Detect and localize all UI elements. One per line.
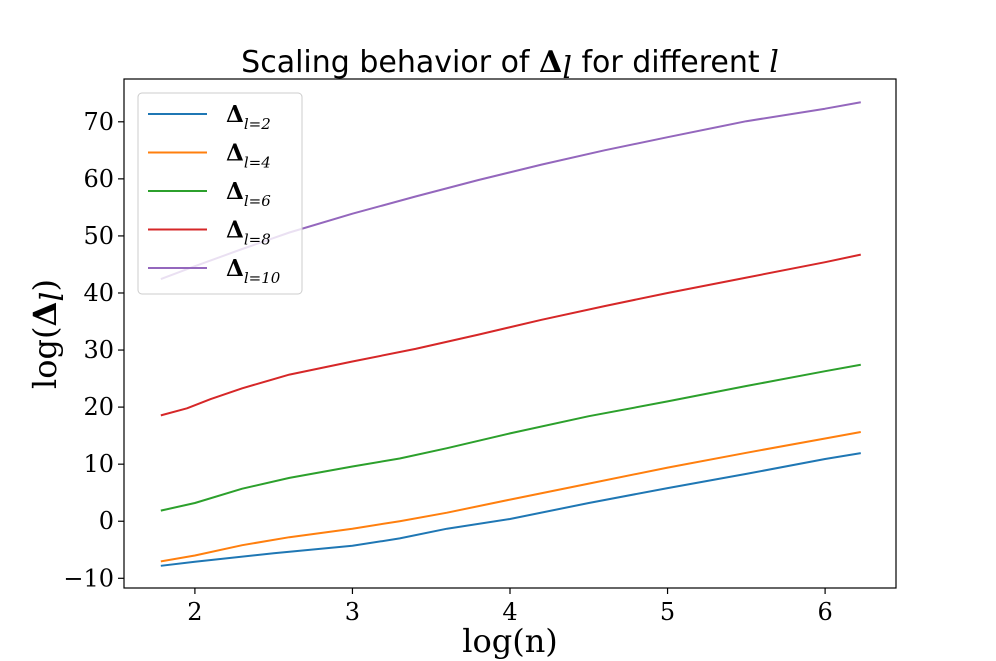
x-tick-label: 4	[502, 598, 517, 626]
legend-subscript: l=4	[244, 154, 271, 172]
legend-frame	[137, 92, 303, 295]
series-line-l-4	[160, 431, 861, 563]
legend-label: Δl=8	[226, 217, 271, 249]
y-label-prefix: log(	[26, 327, 64, 389]
title-symbol: Δ	[539, 45, 562, 80]
y-tick-label: 10	[83, 450, 114, 478]
y-label-symbol-sub: l	[33, 291, 71, 301]
title-prefix: Scaling behavior of	[241, 45, 539, 80]
legend-symbol: Δ	[226, 178, 244, 205]
y-axis: −10 0 10 20 30 40 50 60 70	[63, 108, 124, 592]
title-variable: l	[769, 45, 779, 80]
legend-symbol: Δ	[226, 140, 244, 167]
y-tick-label: 70	[83, 108, 114, 136]
title-symbol-sub: l	[562, 51, 572, 86]
y-tick-label: 0	[99, 507, 114, 535]
legend-label: Δl=6	[226, 178, 271, 210]
legend-symbol: Δ	[226, 217, 244, 244]
y-tick-label: −10	[63, 564, 114, 592]
y-label-suffix: )	[26, 279, 64, 291]
y-tick-label: 40	[83, 279, 114, 307]
legend-subscript: l=6	[244, 192, 271, 210]
x-tick-label: 5	[660, 598, 675, 626]
legend-subscript: l=2	[244, 115, 271, 133]
legend-label: Δl=2	[226, 101, 271, 133]
x-axis-label: log(n)	[462, 622, 558, 660]
series-line-l-6	[160, 363, 861, 512]
x-tick-label: 2	[187, 598, 202, 626]
legend: Δl=2Δl=4Δl=6Δl=8Δl=10	[137, 92, 303, 295]
x-tick-label: 6	[817, 598, 832, 626]
y-tick-label: 60	[83, 165, 114, 193]
y-tick-label: 30	[83, 336, 114, 364]
legend-subscript: l=8	[244, 231, 271, 249]
legend-label: Δl=4	[226, 140, 271, 172]
x-axis: 2 3 4 5 6	[187, 588, 833, 626]
y-axis-label: log(Δl)	[26, 279, 71, 389]
legend-subscript: l=10	[244, 269, 281, 287]
x-tick-label: 3	[345, 598, 360, 626]
series-line-l-2	[160, 452, 861, 567]
y-tick-label: 50	[83, 222, 114, 250]
title-middle: for different	[572, 45, 769, 80]
legend-symbol: Δ	[226, 101, 244, 128]
y-tick-label: 20	[83, 393, 114, 421]
y-label-symbol: Δ	[26, 302, 64, 327]
legend-symbol: Δ	[226, 255, 244, 282]
series-line-l-8	[160, 253, 861, 417]
chart-title: Scaling behavior of Δl for different l	[241, 45, 779, 86]
legend-label: Δl=10	[226, 255, 281, 287]
